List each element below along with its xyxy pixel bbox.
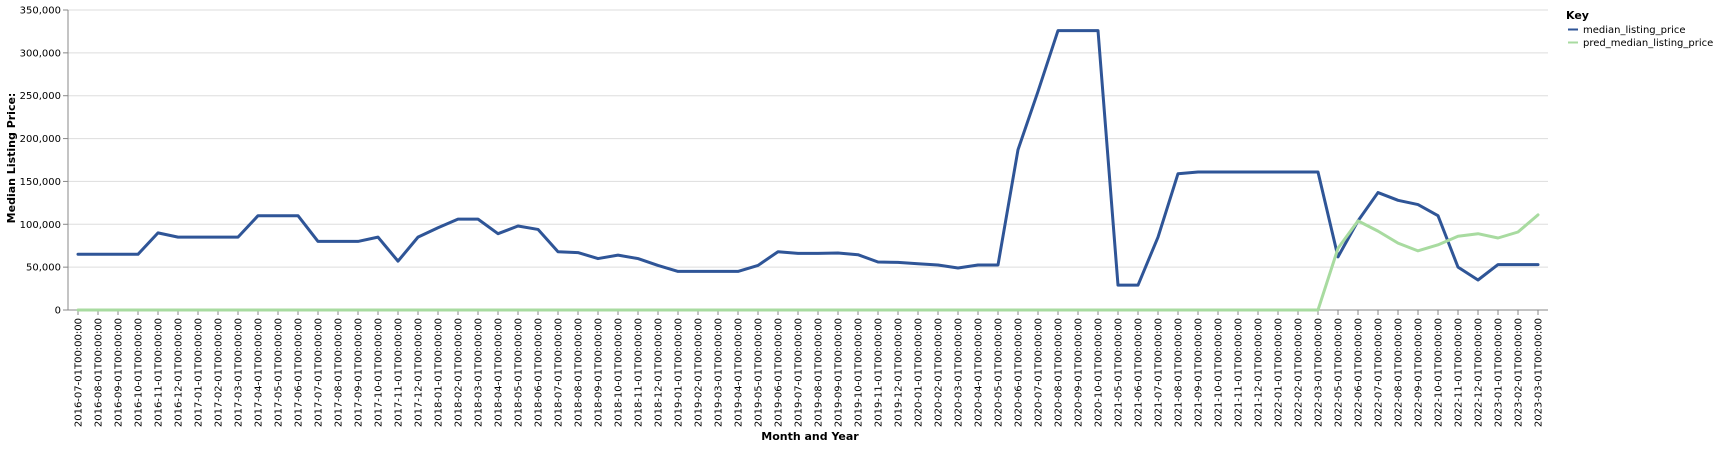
x-tick-label: 2020-03-01T00:00:00	[954, 318, 965, 427]
y-tick-label: 50,000	[26, 263, 61, 274]
x-tick-label: 2018-08-01T00:00:00	[574, 318, 585, 427]
series-layer	[76, 29, 1540, 312]
x-tick-label: 2021-11-01T00:00:00	[1234, 318, 1245, 427]
x-tick-label: 2022-06-01T00:00:00	[1354, 318, 1365, 427]
x-tick-label: 2016-07-01T00:00:00	[74, 318, 85, 427]
x-tick-label: 2021-10-01T00:00:00	[1214, 318, 1225, 427]
x-tick-label: 2019-11-01T00:00:00	[874, 318, 885, 427]
x-tick-label: 2019-08-01T00:00:00	[814, 318, 825, 427]
x-tick-label: 2022-08-01T00:00:00	[1394, 318, 1405, 427]
x-tick-label: 2020-04-01T00:00:00	[974, 318, 985, 427]
x-axis-title: Month and Year	[761, 430, 859, 443]
x-tick-label: 2020-02-01T00:00:00	[934, 318, 945, 427]
x-tick-label: 2020-07-01T00:00:00	[1034, 318, 1045, 427]
x-tick-label: 2022-11-01T00:00:00	[1454, 318, 1465, 427]
x-tick-label: 2019-05-01T00:00:00	[754, 318, 765, 427]
x-tick-label: 2017-09-01T00:00:00	[354, 318, 365, 427]
series-line-median_listing_price	[76, 29, 1540, 287]
x-tick-label: 2022-10-01T00:00:00	[1434, 318, 1445, 427]
x-tick-label: 2018-06-01T00:00:00	[534, 318, 545, 427]
x-tick-labels: 2016-07-01T00:00:00 2016-08-01T00:00:00 20…	[74, 318, 1545, 427]
x-tick-label: 2019-03-01T00:00:00	[714, 318, 725, 427]
x-tick-label: 2017-06-01T00:00:00	[294, 318, 305, 427]
grid-layer	[68, 9, 1548, 311]
x-tick-label: 2021-09-01T00:00:00	[1194, 318, 1205, 427]
axis-layer	[63, 9, 1548, 315]
x-tick-label: 2018-02-01T00:00:00	[454, 318, 465, 427]
x-tick-label: 2017-11-01T00:00:00	[394, 318, 405, 427]
x-tick-label: 2016-11-01T00:00:00	[154, 318, 165, 427]
x-tick-label: 2019-10-01T00:00:00	[854, 318, 865, 427]
x-tick-label: 2022-03-01T00:00:00	[1314, 318, 1325, 427]
legend-title: Key	[1566, 9, 1589, 22]
x-tick-label: 2020-06-01T00:00:00	[1014, 318, 1025, 427]
x-tick-label: 2017-07-01T00:00:00	[314, 318, 325, 427]
x-tick-label: 2016-12-01T00:00:00	[174, 318, 185, 427]
x-tick-label: 2017-08-01T00:00:00	[334, 318, 345, 427]
y-tick-label: 150,000	[20, 177, 61, 188]
x-tick-label: 2018-03-01T00:00:00	[474, 318, 485, 427]
legend-items: median_listing_price pred_median_listing_…	[1568, 25, 1713, 49]
x-tick-label: 2021-06-01T00:00:00	[1134, 318, 1145, 427]
legend-label: median_listing_price	[1583, 25, 1686, 36]
series-line-pred_median_listing_price	[76, 213, 1540, 312]
x-tick-label: 2018-04-01T00:00:00	[494, 318, 505, 427]
x-tick-label: 2023-03-01T00:00:00	[1534, 318, 1545, 427]
x-tick-label: 2019-01-01T00:00:00	[674, 318, 685, 427]
x-tick-label: 2017-03-01T00:00:00	[234, 318, 245, 427]
x-tick-label: 2018-11-01T00:00:00	[634, 318, 645, 427]
x-tick-label: 2019-06-01T00:00:00	[774, 318, 785, 427]
x-tick-label: 2019-09-01T00:00:00	[834, 318, 845, 427]
x-tick-label: 2022-01-01T00:00:00	[1274, 318, 1285, 427]
x-tick-label: 2018-05-01T00:00:00	[514, 318, 525, 427]
x-tick-label: 2021-05-01T00:00:00	[1114, 318, 1125, 427]
x-tick-label: 2021-07-01T00:00:00	[1154, 318, 1165, 427]
x-tick-label: 2017-02-01T00:00:00	[214, 318, 225, 427]
y-tick-label: 300,000	[20, 48, 61, 59]
y-tick-label: 250,000	[20, 91, 61, 102]
y-tick-label: 350,000	[20, 6, 61, 17]
x-tick-label: 2023-02-01T00:00:00	[1514, 318, 1525, 427]
x-tick-label: 2019-07-01T00:00:00	[794, 318, 805, 427]
y-tick-label: 200,000	[20, 134, 61, 145]
x-tick-label: 2017-01-01T00:00:00	[194, 318, 205, 427]
x-tick-label: 2016-10-01T00:00:00	[134, 318, 145, 427]
x-tick-label: 2018-10-01T00:00:00	[614, 318, 625, 427]
y-axis-title: Median Listing Price:	[5, 93, 18, 224]
x-tick-label: 2019-02-01T00:00:00	[694, 318, 705, 427]
x-tick-label: 2017-05-01T00:00:00	[274, 318, 285, 427]
x-tick-label: 2023-01-01T00:00:00	[1494, 318, 1505, 427]
x-tick-label: 2022-09-01T00:00:00	[1414, 318, 1425, 427]
x-tick-label: 2018-09-01T00:00:00	[594, 318, 605, 427]
x-tick-label: 2021-08-01T00:00:00	[1174, 318, 1185, 427]
x-tick-label: 2020-01-01T00:00:00	[914, 318, 925, 427]
x-tick-label: 2018-01-01T00:00:00	[434, 318, 445, 427]
x-tick-label: 2019-12-01T00:00:00	[894, 318, 905, 427]
x-tick-label: 2022-02-01T00:00:00	[1294, 318, 1305, 427]
x-tick-label: 2017-12-01T00:00:00	[414, 318, 425, 427]
x-tick-label: 2019-04-01T00:00:00	[734, 318, 745, 427]
x-tick-label: 2021-12-01T00:00:00	[1254, 318, 1265, 427]
x-tick-label: 2022-12-01T00:00:00	[1474, 318, 1485, 427]
y-tick-label: 0	[55, 306, 61, 317]
y-tick-label: 100,000	[20, 220, 61, 231]
x-tick-label: 2020-10-01T00:00:00	[1094, 318, 1105, 427]
y-tick-labels: 0 50,000 100,000 150,000 200,000 250,000 300,0…	[20, 6, 61, 317]
x-tick-label: 2020-05-01T00:00:00	[994, 318, 1005, 427]
legend: Key median_listing_price pred_median_list…	[1566, 9, 1713, 49]
x-tick-label: 2018-12-01T00:00:00	[654, 318, 665, 427]
x-tick-label: 2020-08-01T00:00:00	[1054, 318, 1065, 427]
x-tick-label: 2022-05-01T00:00:00	[1334, 318, 1345, 427]
x-tick-label: 2018-07-01T00:00:00	[554, 318, 565, 427]
x-tick-label: 2017-04-01T00:00:00	[254, 318, 265, 427]
x-tick-label: 2016-09-01T00:00:00	[114, 318, 125, 427]
x-tick-label: 2016-08-01T00:00:00	[94, 318, 105, 427]
x-tick-label: 2020-09-01T00:00:00	[1074, 318, 1085, 427]
x-tick-label: 2022-07-01T00:00:00	[1374, 318, 1385, 427]
legend-label: pred_median_listing_price	[1583, 38, 1713, 49]
x-tick-label: 2017-10-01T00:00:00	[374, 318, 385, 427]
